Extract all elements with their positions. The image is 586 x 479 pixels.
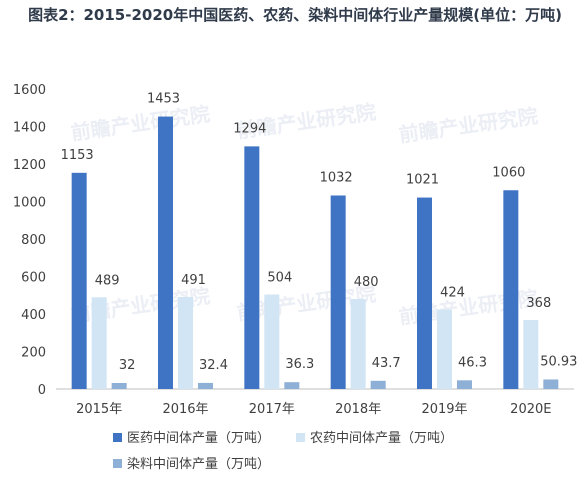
bar-value-label: 1021 — [406, 173, 439, 188]
bar — [158, 116, 173, 389]
legend-label: 染料中间体产量（万吨） — [127, 457, 270, 472]
bar — [503, 190, 519, 389]
bar-value-label: 368 — [526, 296, 551, 311]
bars — [71, 116, 559, 389]
bar-value-label: 32.4 — [199, 358, 228, 373]
bar — [71, 172, 87, 389]
bar-value-label: 32 — [119, 358, 136, 373]
bar-value-label: 489 — [95, 273, 120, 288]
y-tick-label: 800 — [21, 233, 46, 248]
legend-label: 医药中间体产量（万吨） — [127, 431, 270, 446]
bar-value-label: 46.3 — [458, 355, 487, 370]
legend-swatch — [113, 459, 122, 468]
legend: 医药中间体产量（万吨） 农药中间体产量（万吨） 染料中间体产量（万吨） — [113, 431, 453, 472]
y-tick-label: 400 — [21, 308, 46, 323]
bar — [264, 294, 280, 389]
bar-value-label: 504 — [267, 271, 292, 286]
bar-value-label: 1032 — [320, 171, 353, 186]
bar-value-label: 43.7 — [372, 356, 401, 371]
y-tick-label: 0 — [38, 383, 46, 398]
bar-value-label: 36.3 — [285, 357, 314, 372]
bar — [457, 380, 472, 389]
bar — [543, 379, 559, 389]
x-tick-label: 2020E — [510, 402, 551, 417]
x-axis: 2015年 2016年 2017年 2018年 2019年 2020E — [76, 402, 551, 417]
bar-value-label: 50.93 — [540, 354, 577, 369]
y-tick-label: 600 — [21, 271, 46, 286]
bar — [111, 383, 127, 389]
x-tick-label: 2016年 — [162, 402, 208, 417]
legend-label: 农药中间体产量（万吨） — [310, 431, 453, 446]
watermark-text: 前瞻产业研究院 — [69, 102, 211, 145]
x-tick-label: 2018年 — [335, 402, 381, 417]
bar — [330, 195, 346, 389]
bar-value-label: 424 — [440, 286, 465, 301]
bar — [523, 320, 539, 389]
watermark-text: 前瞻产业研究院 — [397, 104, 539, 147]
y-axis: 0 200 400 600 800 1000 1200 1400 1600 — [13, 83, 46, 398]
data-labels: 1153 489 32 1453 491 32.4 1294 504 36.3 1032 480 43… — [61, 92, 578, 373]
bar-value-label: 1153 — [61, 148, 94, 163]
y-tick-label: 1000 — [13, 196, 46, 211]
bar-value-label: 1453 — [147, 92, 180, 107]
bar — [437, 309, 452, 389]
x-tick-label: 2015年 — [76, 402, 122, 417]
y-tick-label: 200 — [21, 346, 46, 361]
bar — [350, 299, 366, 389]
bar — [417, 197, 432, 389]
x-tick-label: 2019年 — [421, 402, 467, 417]
legend-swatch — [113, 433, 122, 442]
bar-value-label: 1060 — [492, 165, 525, 180]
bar-value-label: 480 — [354, 275, 379, 290]
bar — [198, 382, 213, 389]
y-tick-label: 1400 — [13, 121, 46, 136]
y-tick-label: 1600 — [13, 83, 46, 98]
bar — [284, 382, 300, 389]
x-tick-label: 2017年 — [249, 402, 295, 417]
bar-value-label: 1294 — [233, 121, 266, 136]
bar — [178, 296, 193, 389]
bar — [370, 380, 386, 389]
bar-value-label: 491 — [181, 273, 206, 288]
chart-title: 图表2：2015-2020年中国医药、农药、染料中间体行业产量规模(单位：万吨) — [28, 6, 562, 24]
y-tick-label: 1200 — [13, 158, 46, 173]
bar — [244, 146, 260, 389]
bar — [91, 297, 107, 389]
legend-swatch — [296, 433, 305, 442]
